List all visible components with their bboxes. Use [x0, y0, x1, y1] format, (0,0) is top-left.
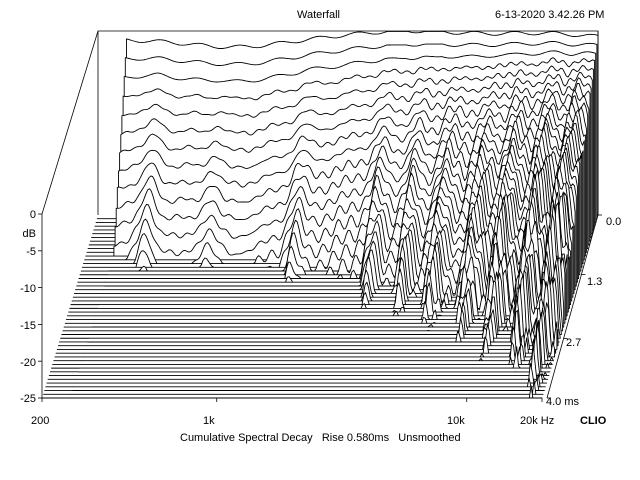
decay-slice [75, 344, 549, 380]
decay-slice [82, 301, 556, 358]
x-tick-label: 1k [203, 415, 215, 427]
decay-slice [83, 302, 557, 354]
chart-caption: Cumulative Spectral Decay Rise 0.580ms U… [180, 432, 461, 444]
decay-slice [76, 331, 550, 377]
y-tick-label: -5 [26, 246, 36, 258]
decay-slice [81, 307, 554, 362]
axis-ticks [38, 213, 602, 402]
decay-slice [92, 213, 566, 324]
y-tick-label: -15 [20, 320, 36, 332]
decay-slice [70, 385, 543, 399]
timestamp: 6-13-2020 3.42.26 PM [495, 9, 605, 21]
time-tick-label: 1.3 [587, 276, 603, 288]
x-tick-label: 10k [447, 415, 465, 427]
x-tick-label: 20k Hz [520, 415, 555, 427]
y-axis-label: dB [22, 228, 36, 240]
decay-slice [73, 373, 546, 388]
decay-slice [71, 380, 544, 395]
chart-title: Waterfall [297, 9, 340, 21]
y-tick-label: -25 [20, 393, 36, 405]
y-tick-label: 0 [29, 209, 36, 221]
brand-logo: CLIO [580, 415, 607, 427]
y-tick-label: -10 [20, 283, 36, 295]
time-axis-edge [546, 214, 599, 399]
decay-slice [72, 379, 545, 391]
decay-slice [86, 276, 559, 347]
left-depth-edge [41, 30, 99, 215]
decay-slice [84, 281, 558, 350]
decay-slices [42, 30, 599, 399]
decay-slice [104, 152, 577, 287]
time-tick-label: 0.0 [606, 216, 622, 228]
time-tick-label: 4.0 ms [546, 396, 580, 408]
x-tick-label: 200 [31, 415, 50, 427]
decay-slice [80, 311, 553, 365]
decay-slice [74, 362, 548, 384]
decay-slice [78, 322, 551, 373]
time-tick-label: 2.7 [566, 337, 582, 349]
decay-slice [79, 319, 552, 369]
y-tick-label: -20 [20, 357, 36, 369]
